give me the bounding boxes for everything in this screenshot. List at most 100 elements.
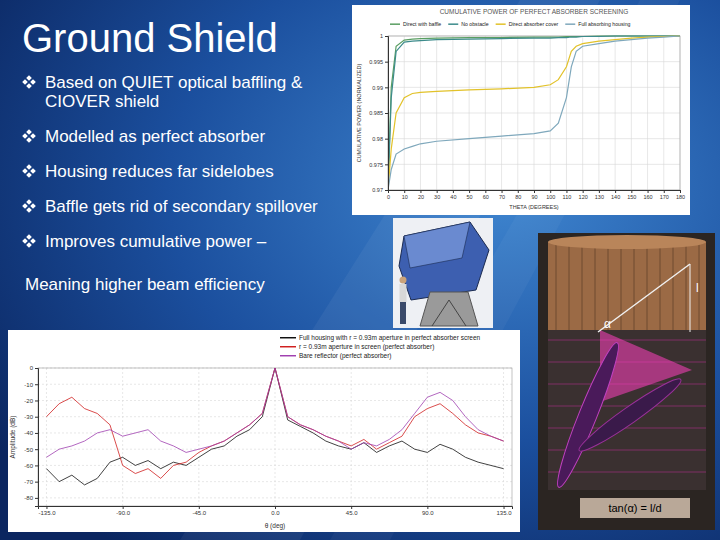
bullet-diamond: [30, 79, 36, 85]
bullet-text: Modelled as perfect absorber: [45, 127, 266, 146]
grid-line: [38, 481, 512, 482]
tick-label: 50: [467, 194, 473, 200]
chart-background: [352, 5, 690, 215]
tick-label: 0.99: [372, 85, 383, 91]
tick-label: 45.0: [346, 510, 358, 516]
grid-line: [275, 368, 276, 506]
bullet-diamond: [26, 242, 32, 248]
grid-line: [38, 497, 512, 498]
bullet-diamond: [30, 168, 36, 174]
tick: 1: [380, 33, 388, 39]
tick-label: 0.985: [369, 110, 383, 116]
bullet-diamond: [22, 203, 28, 209]
tick-mark: [35, 400, 38, 401]
tick-label: 0: [30, 365, 34, 371]
length-line: [598, 264, 690, 332]
cylinder-stripe: [634, 244, 635, 330]
bullet-diamond: [26, 199, 32, 205]
legend-entry: Full housing with r = 0.93m aperture in …: [280, 334, 481, 342]
cylinder-diagram: lαtan(α) = l/d: [538, 233, 715, 530]
bullet-diamond: [26, 129, 32, 135]
tick-mark: [518, 190, 519, 193]
tick-label: 40: [450, 194, 456, 200]
tick-label: 0: [387, 194, 390, 200]
render-background: [393, 218, 493, 328]
cylinder-body: [548, 242, 706, 330]
data-line: [46, 368, 503, 478]
tick-mark: [35, 465, 38, 466]
tick-label: -135.0: [38, 510, 56, 516]
bullet-diamond: [22, 168, 28, 174]
tick-label: 130: [595, 194, 604, 200]
grid-line: [38, 449, 512, 450]
bullet-diamond: [26, 207, 32, 213]
tick-mark: [385, 36, 388, 37]
tick: 20: [418, 190, 424, 200]
legend-entry: Direct absorber cover: [496, 21, 559, 27]
tick: -135.0: [38, 506, 56, 516]
tick-mark: [351, 506, 352, 509]
tick-label: -30: [24, 414, 33, 420]
bullet-text: Baffle gets rid of secondary spillover: [45, 197, 318, 216]
grid-line: [388, 164, 680, 165]
formula-patch: [580, 498, 690, 518]
bullet-text: Based on QUIET optical baffling &CIOVER …: [45, 73, 303, 111]
tick-label: -90.0: [116, 510, 130, 516]
tick: 150: [627, 190, 636, 200]
legend-swatch: [448, 23, 458, 25]
x-axis: 0102030405060708090100110120130140150160…: [387, 190, 685, 200]
tick-label: 20: [418, 194, 424, 200]
tick: 135.0: [497, 506, 513, 516]
person-legs: [400, 302, 406, 324]
legend-swatch: [280, 337, 296, 339]
y-axis: -80-70-60-50-40-30-20-100: [24, 365, 38, 506]
tick-mark: [550, 190, 551, 193]
bullet-diamond: [26, 234, 32, 240]
chart-background: [8, 330, 520, 532]
grid-line: [388, 138, 680, 139]
tick: 0.0: [271, 506, 280, 516]
tick: 100: [546, 190, 555, 200]
shield-face: [404, 222, 470, 268]
cylinder-top: [548, 235, 706, 249]
tick-label: 0.98: [372, 136, 383, 142]
tick-label: -45.0: [192, 510, 206, 516]
tick: 160: [643, 190, 652, 200]
tick-mark: [385, 62, 388, 63]
chart-title: CUMULATIVE POWER OF PERFECT ABSORBER SCR…: [440, 8, 629, 15]
axis-line: [35, 369, 39, 507]
bullet-diamond: [26, 172, 32, 178]
grid-line: [38, 432, 512, 433]
data-line: [46, 368, 503, 485]
bullet-diamond: [26, 83, 32, 89]
bullet-diamond: [30, 203, 36, 209]
beam-ellipse: [575, 373, 686, 457]
bullet-diamond: [22, 79, 28, 85]
tick: 180: [676, 190, 685, 200]
tick: 10: [402, 190, 408, 200]
bullet-marker: [22, 129, 36, 143]
tick-mark: [385, 190, 388, 191]
tick-label: -60: [24, 463, 33, 469]
background: [0, 0, 720, 540]
tick: 0.99: [372, 85, 388, 91]
tick: 0.97: [372, 187, 388, 193]
bullet-diamond: [22, 133, 28, 139]
floor: [548, 330, 706, 490]
tick: 30: [434, 190, 440, 200]
grid-line: [351, 368, 352, 506]
bullet-marker: [22, 234, 36, 248]
data-line: [388, 36, 680, 190]
legend-label: r = 0.93m aperture in screen (perfect ab…: [299, 343, 434, 351]
tick: -40: [24, 430, 38, 436]
tick-mark: [275, 506, 276, 509]
telescope-render: [393, 218, 493, 328]
tick-label: 10: [402, 194, 408, 200]
mount-leg: [432, 300, 449, 326]
slide: Ground ShieldBased on QUIET optical baff…: [0, 0, 720, 540]
tick: -20: [24, 398, 38, 404]
legend-swatch: [496, 23, 506, 25]
y-axis-title: CUMULATIVE POWER (NORMALIZED): [356, 64, 362, 163]
tick-label: 90.0: [422, 510, 434, 516]
cylinder-stripe: [595, 244, 596, 330]
